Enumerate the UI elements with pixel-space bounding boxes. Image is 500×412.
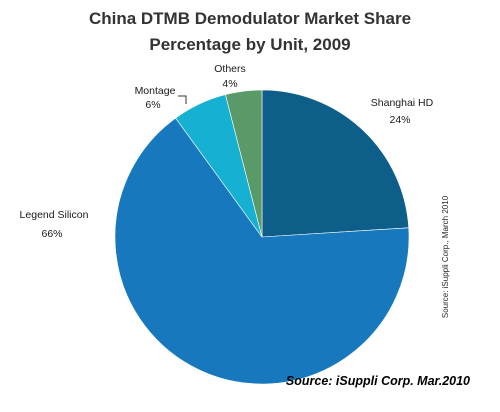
pie-slices <box>114 89 410 385</box>
slice-label-legend-silicon: Legend Silicon <box>20 209 89 221</box>
slice-value-shanghai-hd: 24% <box>389 114 410 126</box>
slice-value-others: 4% <box>222 78 237 90</box>
chart-title-line-2: Percentage by Unit, 2009 <box>149 35 350 54</box>
vertical-source-note: Source: iSuppli Corp., March 2010 <box>441 195 450 318</box>
slice-label-montage: Montage <box>135 85 176 97</box>
pie-slice-shanghai-hd <box>261 89 410 238</box>
chart-title-line-1: China DTMB Demodulator Market Share <box>89 9 411 28</box>
slice-value-legend-silicon: 66% <box>41 228 62 240</box>
montage-leader-line <box>178 95 187 104</box>
slice-label-shanghai-hd: Shanghai HD <box>371 97 434 109</box>
slice-value-montage: 6% <box>145 99 160 111</box>
slice-label-others: Others <box>214 63 246 75</box>
pie-slice-legend-silicon <box>114 117 410 385</box>
bottom-source-note: Source: iSuppli Corp. Mar.2010 <box>286 374 470 388</box>
pie-slice-others <box>225 89 263 238</box>
